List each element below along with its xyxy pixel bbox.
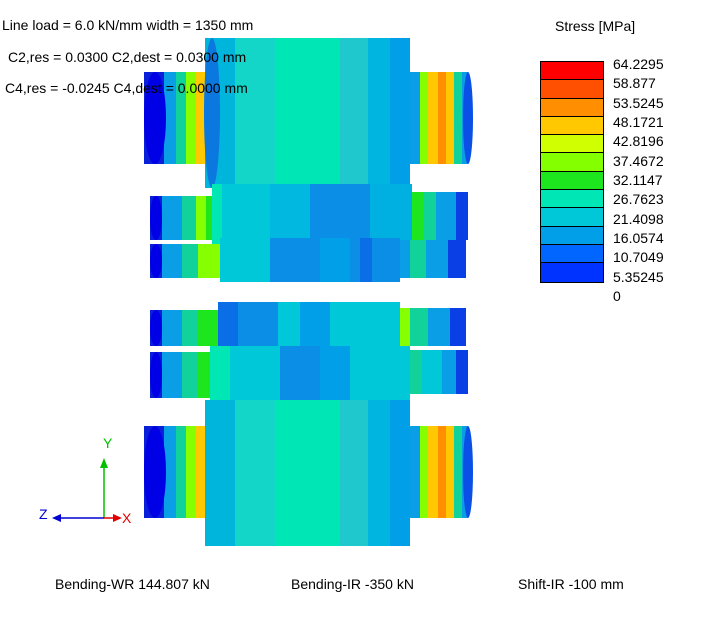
lower-intermediate-roll bbox=[150, 346, 468, 406]
z-axis-label: Z bbox=[39, 506, 48, 522]
x-axis-label: X bbox=[122, 510, 132, 526]
legend-label: 21.4098 bbox=[613, 210, 664, 227]
legend-labels: 64.2295 58.877 53.5245 48.1721 42.8196 3… bbox=[613, 55, 664, 306]
legend-title: Stress [MPa] bbox=[555, 18, 636, 34]
legend-label: 37.4672 bbox=[613, 152, 664, 169]
legend-swatch bbox=[541, 244, 603, 264]
legend-swatch bbox=[541, 226, 603, 245]
y-axis-label: Y bbox=[103, 435, 113, 451]
legend-label: 53.5245 bbox=[613, 94, 664, 111]
legend-swatch bbox=[541, 208, 603, 227]
legend-swatch bbox=[541, 153, 603, 172]
bottom-backup-roll bbox=[144, 400, 473, 546]
legend-label: 58.877 bbox=[613, 75, 656, 92]
legend-swatch bbox=[541, 263, 603, 282]
legend-label: 10.7049 bbox=[613, 249, 664, 266]
line-load-text: Line load = 6.0 kN/mm width = 1350 mm bbox=[2, 17, 254, 33]
legend-swatch bbox=[541, 80, 603, 99]
c2-text: C2,res = 0.0300 C2,dest = 0.0300 mm bbox=[8, 49, 247, 65]
lower-work-roll bbox=[150, 302, 466, 348]
shift-ir-text: Shift-IR -100 mm bbox=[518, 576, 624, 592]
legend-swatch bbox=[541, 171, 603, 191]
legend-swatch bbox=[541, 190, 603, 209]
legend-swatch bbox=[541, 62, 603, 81]
upper-work-roll bbox=[150, 238, 466, 282]
bending-ir-text: Bending-IR -350 kN bbox=[291, 576, 414, 592]
legend-label: 32.1147 bbox=[613, 172, 663, 189]
legend-label: 42.8196 bbox=[613, 133, 664, 150]
c4-text: C4,res = -0.0245 C4,dest = 0.0000 mm bbox=[5, 80, 248, 96]
top-backup-roll bbox=[144, 38, 473, 188]
legend-swatch bbox=[541, 116, 603, 136]
legend-label: 26.7623 bbox=[613, 191, 664, 208]
upper-intermediate-roll bbox=[150, 184, 468, 244]
bending-wr-text: Bending-WR 144.807 kN bbox=[55, 576, 210, 592]
legend-label: 5.35245 bbox=[613, 268, 664, 285]
legend-label: 48.1721 bbox=[613, 114, 664, 131]
legend-label: 64.2295 bbox=[613, 56, 664, 72]
stress-legend bbox=[540, 61, 604, 283]
axis-triad bbox=[52, 458, 122, 522]
legend-label: 0 bbox=[613, 288, 621, 305]
legend-swatch bbox=[541, 98, 603, 117]
legend-label: 16.0574 bbox=[613, 230, 664, 247]
legend-swatch bbox=[541, 135, 603, 154]
